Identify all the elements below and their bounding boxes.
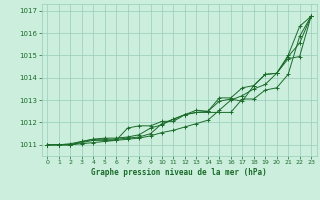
X-axis label: Graphe pression niveau de la mer (hPa): Graphe pression niveau de la mer (hPa) (91, 168, 267, 177)
